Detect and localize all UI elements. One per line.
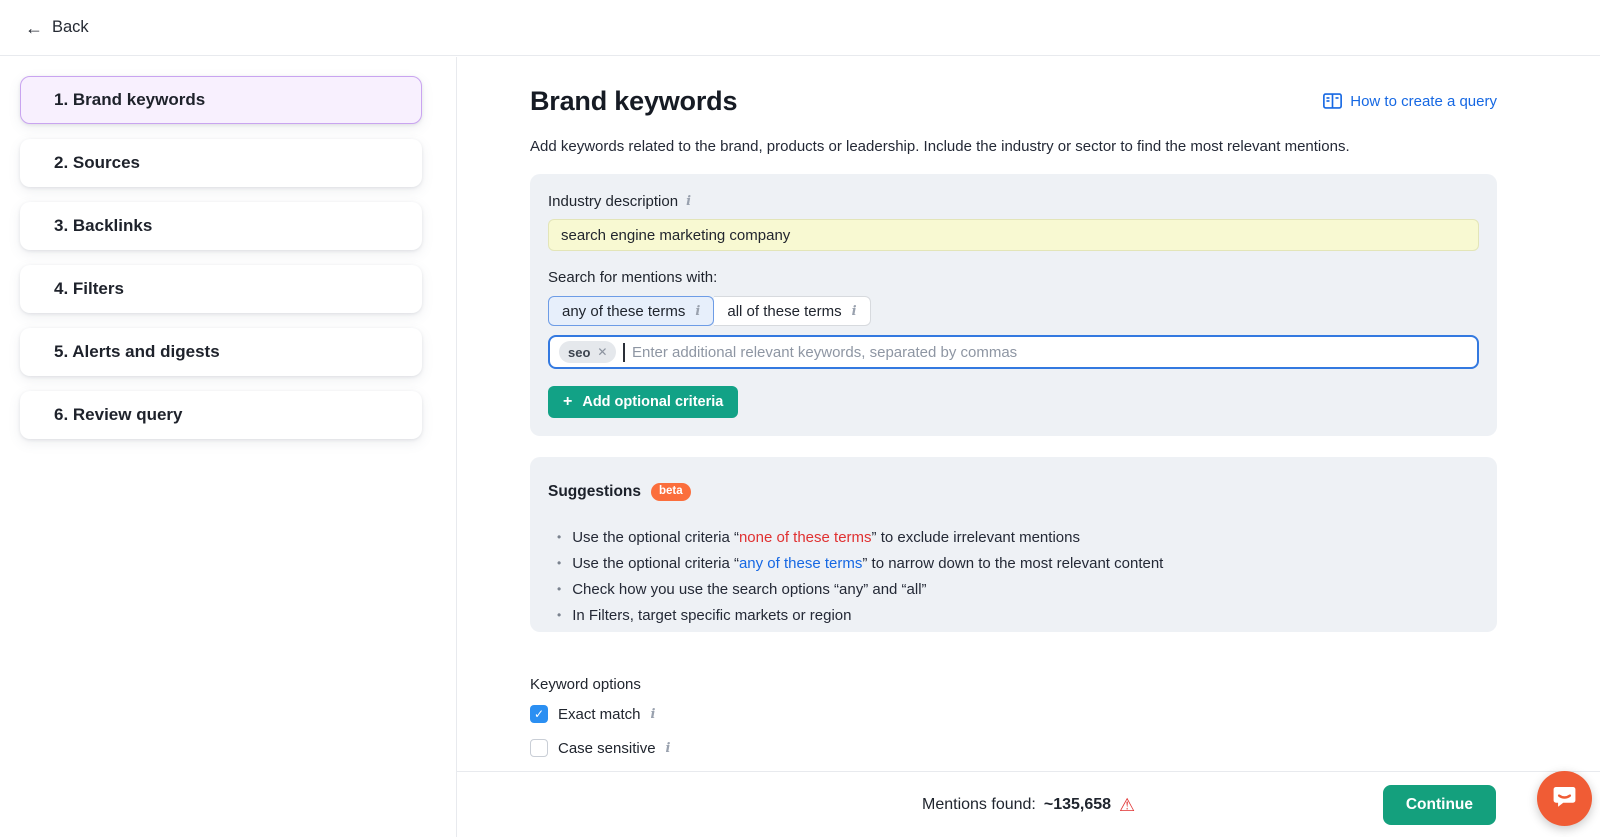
title-row: Brand keywords How to create a query — [530, 84, 1497, 118]
back-arrow-icon: ← — [25, 17, 43, 38]
footer-bar: Mentions found: ~135,658 ⚠ Continue — [457, 771, 1600, 837]
step-label: 3. Backlinks — [54, 216, 153, 235]
industry-label-row: Industry description i — [548, 192, 1479, 211]
sidebar-item-filters[interactable]: 4. Filters — [20, 265, 422, 313]
match-any-label: any of these terms — [562, 302, 686, 320]
none-of-these-terms-highlight: none of these terms — [738, 529, 872, 546]
top-bar: ← Back — [0, 0, 1600, 56]
step-label: 4. Filters — [54, 279, 124, 298]
mentions-count: ~135,658 — [1043, 795, 1112, 813]
case-sensitive-label: Case sensitive — [558, 739, 656, 757]
remove-tag-icon[interactable]: ✕ — [597, 345, 608, 359]
industry-input-value: search engine marketing company — [561, 226, 791, 244]
beta-badge: beta — [651, 482, 691, 502]
book-icon — [1323, 93, 1343, 109]
text-caret — [623, 342, 625, 362]
case-sensitive-checkbox[interactable] — [530, 739, 548, 757]
suggestion-item: • Use the optional criteria “any of thes… — [557, 555, 1164, 572]
back-button[interactable]: ← Back — [25, 18, 89, 37]
sidebar-item-sources[interactable]: 2. Sources — [20, 139, 422, 187]
help-link[interactable]: How to create a query — [1323, 93, 1497, 110]
back-label: Back — [52, 18, 89, 36]
chat-icon — [1551, 783, 1578, 815]
mentions-label: Mentions found: — [922, 795, 1036, 813]
suggestion-item: • Check how you use the search options “… — [557, 581, 927, 598]
exact-match-row: ✓ Exact match i — [530, 704, 1497, 724]
sidebar-item-backlinks[interactable]: 3. Backlinks — [20, 202, 422, 250]
continue-button[interactable]: Continue — [1382, 784, 1496, 825]
help-link-label: How to create a query — [1350, 92, 1497, 110]
suggestion-item: • Use the optional criteria “none of the… — [557, 529, 1080, 546]
info-icon[interactable]: i — [851, 303, 857, 319]
bullet-icon: • — [557, 608, 562, 622]
info-icon[interactable]: i — [665, 740, 671, 756]
info-icon[interactable]: i — [650, 706, 656, 722]
plus-icon: + — [563, 393, 573, 410]
industry-label: Industry description — [548, 193, 679, 210]
keywords-form-panel: Industry description i search engine mar… — [530, 174, 1497, 436]
keywords-input[interactable]: seo ✕ Enter additional relevant keywords… — [548, 335, 1479, 369]
keyword-tag-label: seo — [568, 344, 591, 360]
chat-widget-button[interactable] — [1537, 771, 1592, 826]
main-content: Brand keywords How to create a query Add… — [530, 56, 1497, 758]
step-label: 2. Sources — [54, 153, 140, 172]
match-any-option[interactable]: any of these terms i — [548, 296, 715, 326]
sidebar-item-brand-keywords[interactable]: 1. Brand keywords — [20, 76, 422, 124]
bullet-icon: • — [557, 530, 562, 544]
keyword-tag-seo: seo ✕ — [559, 341, 617, 363]
exact-match-label: Exact match — [558, 705, 641, 723]
industry-description-input[interactable]: search engine marketing company — [548, 219, 1479, 251]
page-description: Add keywords related to the brand, produ… — [530, 138, 1350, 155]
info-icon[interactable]: i — [695, 303, 701, 319]
exact-match-checkbox[interactable]: ✓ — [530, 705, 548, 723]
suggestions-title: Suggestions — [548, 483, 642, 500]
steps-sidebar: 1. Brand keywords 2. Sources 3. Backlink… — [0, 57, 457, 837]
suggestions-list: • Use the optional criteria “none of the… — [548, 528, 1479, 625]
any-of-these-terms-highlight: any of these terms — [738, 555, 863, 572]
search-with-label: Search for mentions with: — [548, 269, 718, 286]
checkmark-icon: ✓ — [533, 707, 545, 721]
page-title: Brand keywords — [530, 85, 738, 116]
step-label: 6. Review query — [54, 405, 183, 424]
match-all-label: all of these terms — [727, 302, 842, 320]
sidebar-item-alerts-and-digests[interactable]: 5. Alerts and digests — [20, 328, 422, 376]
suggestion-item: • In Filters, target specific markets or… — [557, 607, 852, 624]
warning-icon[interactable]: ⚠ — [1119, 794, 1136, 815]
info-icon[interactable]: i — [686, 194, 692, 209]
bullet-icon: • — [557, 556, 562, 570]
suggestions-header: Suggestions beta — [548, 481, 1479, 503]
match-type-toggle: any of these terms i all of these terms … — [548, 296, 1479, 326]
step-label: 1. Brand keywords — [54, 90, 206, 109]
keywords-placeholder: Enter additional relevant keywords, sepa… — [631, 343, 1018, 361]
case-sensitive-row: Case sensitive i — [530, 738, 1497, 758]
match-all-option[interactable]: all of these terms i — [714, 296, 871, 326]
keyword-options-label: Keyword options — [530, 676, 641, 693]
mentions-found: Mentions found: ~135,658 ⚠ — [922, 796, 1135, 814]
suggestions-panel: Suggestions beta • Use the optional crit… — [530, 457, 1497, 632]
add-optional-criteria-button[interactable]: + Add optional criteria — [548, 386, 739, 418]
add-criteria-label: Add optional criteria — [582, 394, 724, 410]
sidebar-item-review-query[interactable]: 6. Review query — [20, 391, 422, 439]
step-label: 5. Alerts and digests — [54, 342, 220, 361]
bullet-icon: • — [557, 582, 562, 596]
